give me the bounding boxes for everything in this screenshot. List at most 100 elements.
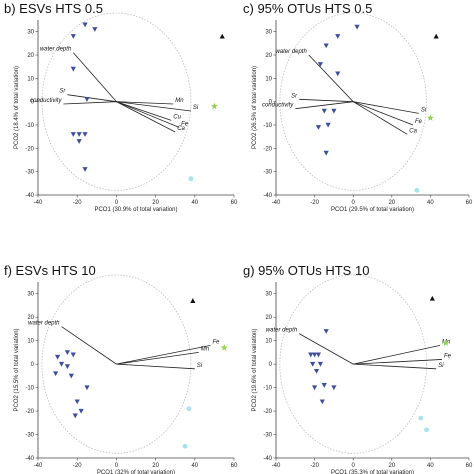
data-point-star [220, 344, 228, 351]
x-tick-label: 20 [152, 463, 159, 469]
chart-panel-1: b) ESVs HTS 0.5 -40 -20 0 20 40 60 -40 -30 -20 -10… [4, 1, 238, 213]
vector-label: water depth [275, 49, 307, 55]
data-point-star [442, 339, 450, 346]
vector-label: Fe [212, 339, 220, 345]
vector-label: Ca [409, 128, 417, 134]
correlation-circle [41, 12, 192, 191]
vector-line-ca [116, 101, 176, 133]
data-point-triangle-down [313, 368, 320, 374]
y-axis-label: PCO2 (19.6% of total variation) [252, 328, 258, 411]
vector-line-si [116, 101, 191, 112]
y-tick-label: -20 [25, 146, 34, 152]
data-point-triangle-down [312, 385, 318, 391]
y-tick-label: 10 [27, 339, 34, 345]
data-point-triangle-down [55, 354, 61, 360]
x-tick-label: 0 [115, 463, 119, 469]
data-point-triangle-down [58, 361, 65, 367]
data-point-triangle-down [310, 361, 316, 367]
data-point-triangle-down [319, 399, 325, 405]
y-tick-label: -10 [25, 123, 34, 129]
y-tick-label: 30 [27, 30, 34, 36]
vector-label: Ca [177, 126, 185, 132]
x-tick-label: 60 [231, 200, 238, 206]
vector-line-sr [67, 94, 117, 103]
vector-label: Fe [181, 121, 189, 127]
y-tick-label: -10 [263, 123, 272, 129]
vector-line-si [353, 363, 437, 370]
y-tick-label: 20 [265, 315, 272, 321]
x-tick-label: 40 [191, 463, 198, 469]
data-point-triangle-down [78, 408, 84, 414]
vector-label: water depth [28, 321, 60, 327]
y-tick-label: 0 [269, 362, 273, 368]
y-tick-label: 20 [265, 53, 272, 59]
y-tick-label: -40 [25, 456, 34, 462]
data-point-triangle-down [82, 22, 88, 28]
vector-line-mn [353, 344, 441, 365]
x-tick-label: 0 [115, 200, 119, 206]
data-point-triangle-down [331, 385, 337, 391]
vector-line-sr [299, 98, 354, 103]
vector-line-ca [352, 101, 408, 135]
x-tick-label: 20 [152, 200, 159, 206]
y-tick-label: -40 [263, 193, 272, 199]
y-axis-label: PCO2 (18.4% of total variation) [14, 66, 20, 149]
vector-label: water depth [40, 47, 72, 53]
panel-title: f) ESVs HTS 10 [4, 263, 96, 278]
data-point-triangle-up [190, 298, 196, 303]
vector-line-fe [353, 101, 414, 126]
x-tick-label: 40 [427, 463, 434, 469]
data-point-triangle-down [76, 139, 82, 144]
x-tick-label: -40 [34, 463, 43, 469]
data-point-triangle-down [68, 373, 74, 379]
data-point-triangle-down [323, 43, 329, 49]
x-tick-label: -20 [73, 463, 82, 469]
y-tick-label: -30 [25, 433, 34, 439]
panel-title: b) ESVs HTS 0.5 [4, 1, 103, 16]
data-point-triangle-down [323, 150, 329, 156]
vector-line-water-depth [308, 54, 354, 102]
x-tick-label: 60 [466, 463, 473, 469]
x-tick-label: 60 [466, 200, 473, 206]
correlation-circle [279, 12, 427, 191]
data-point-triangle-down [315, 352, 322, 358]
x-axis-label: PCO1 (30.9% of total variation) [94, 207, 177, 213]
x-tick-label: -40 [272, 200, 281, 206]
vector-line-fe [353, 359, 443, 365]
panel-title: g) 95% OTUs HTS 10 [243, 263, 369, 278]
data-point-triangle-down [64, 364, 70, 370]
vector-label: Sr [59, 89, 66, 95]
y-tick-label: -40 [25, 193, 34, 199]
data-point-triangle-down [308, 352, 314, 358]
y-tick-label: 30 [265, 292, 272, 298]
vector-line-water-depth [61, 326, 117, 365]
x-tick-label: 0 [352, 463, 356, 469]
data-point-triangle-down [317, 361, 323, 367]
x-tick-label: 40 [191, 200, 198, 206]
vector-label: Si [421, 107, 427, 113]
x-tick-label: 20 [388, 463, 395, 469]
data-point-triangle-up [433, 33, 439, 39]
data-point-star [210, 102, 218, 110]
vector-label: Mn [201, 346, 210, 352]
data-point-triangle-down [354, 24, 360, 30]
y-tick-label: -10 [25, 386, 34, 392]
y-tick-label: 10 [265, 339, 272, 345]
y-axis-label: PCO2 (15.5% of total variation) [14, 328, 20, 411]
data-point-triangle-down [325, 122, 331, 128]
data-point-triangle-up [219, 33, 225, 39]
x-tick-label: -40 [272, 463, 281, 469]
data-point-triangle-down [72, 413, 78, 419]
x-tick-label: -20 [73, 200, 82, 206]
data-point-triangle-down [82, 167, 88, 172]
x-axis-label: PCO1 (32% of total variation) [97, 470, 175, 474]
y-tick-label: -10 [263, 386, 272, 392]
y-tick-label: 0 [31, 362, 35, 368]
data-point-triangle-down [317, 62, 323, 67]
vector-label: Cu [173, 114, 181, 120]
data-point-triangle-down [70, 66, 76, 72]
x-axis-label: PCO1 (35.3% of total variation) [331, 470, 414, 474]
x-tick-label: -40 [34, 200, 43, 206]
x-tick-label: 20 [388, 200, 395, 206]
